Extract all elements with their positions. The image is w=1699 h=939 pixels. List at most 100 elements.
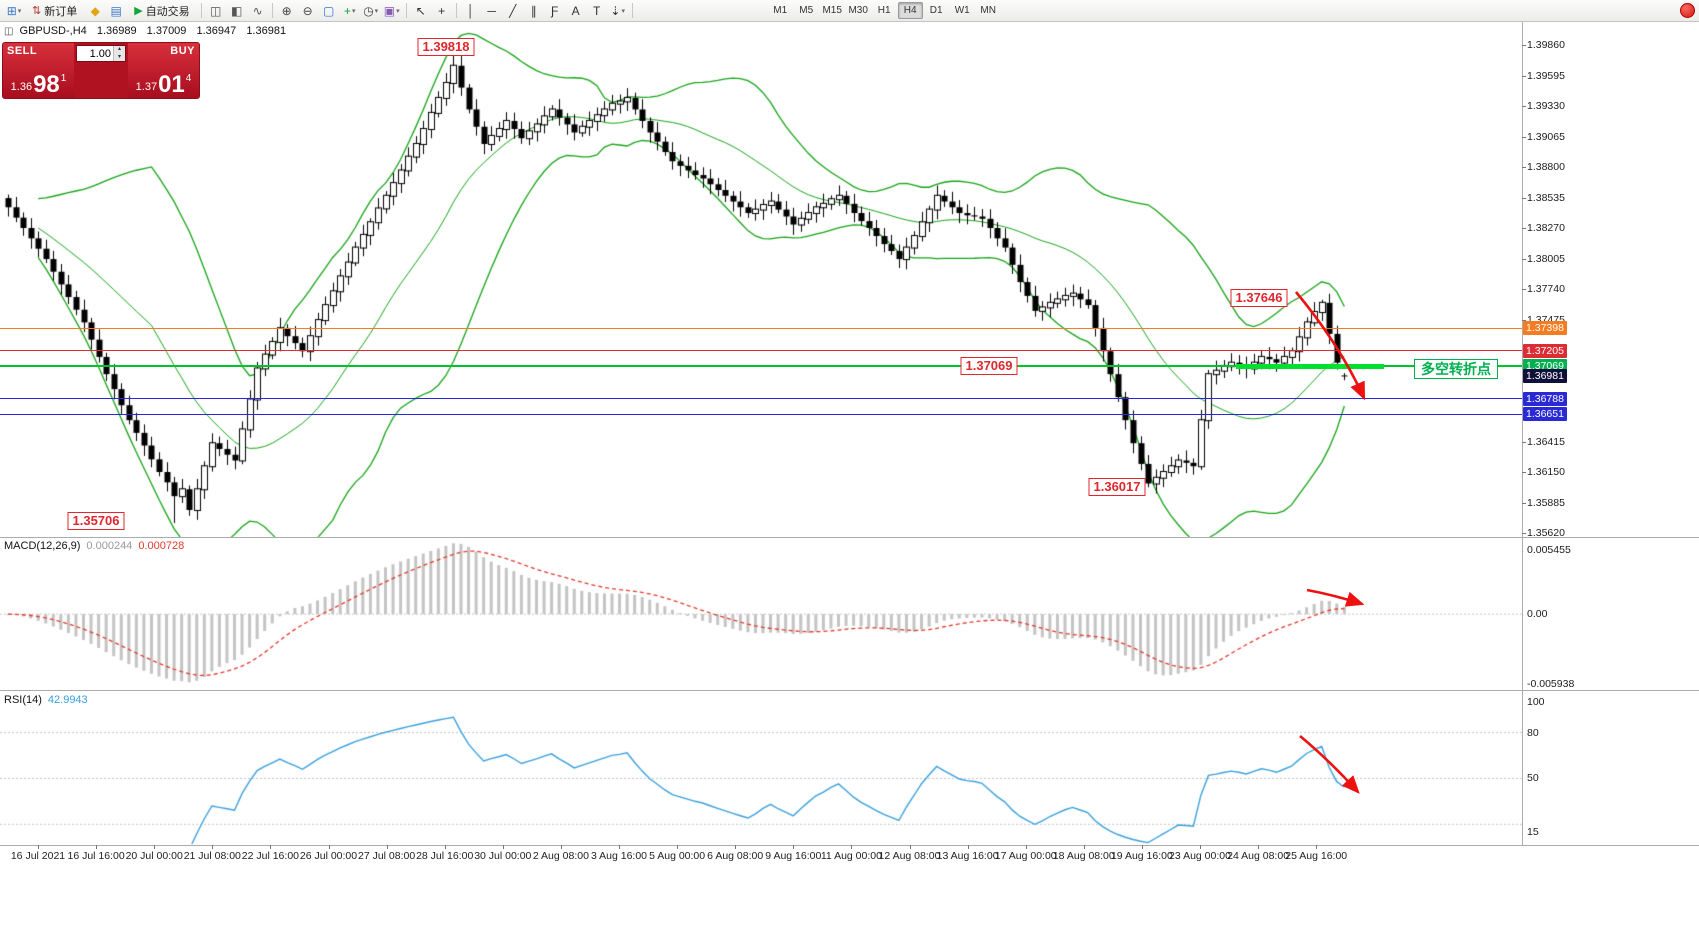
templates-icon[interactable]: ▣ ▾ xyxy=(383,3,400,18)
fibonacci-icon[interactable]: Ƒ xyxy=(551,3,559,18)
autotrading-button-label: 自动交易 xyxy=(145,5,190,18)
price-axis-label: 1.39860 xyxy=(1527,39,1565,51)
rsi-axis-label: 50 xyxy=(1527,772,1539,785)
timeframe-h1[interactable]: H1 xyxy=(877,5,891,16)
notification-icon[interactable] xyxy=(1680,3,1695,18)
chevron-down-icon: ▾ xyxy=(351,7,356,15)
time-axis-label: 11 Aug 00:00 xyxy=(820,850,882,862)
time-axis-label: 17 Aug 00:00 xyxy=(994,850,1057,862)
toolbar-separator xyxy=(631,3,633,18)
price-badge: 1.37205 xyxy=(1523,343,1567,358)
timeframe-mn[interactable]: MN xyxy=(980,5,996,16)
time-axis-label: 20 Jul 00:00 xyxy=(125,850,183,862)
price-axis-border xyxy=(1522,22,1523,845)
new-order-button[interactable]: ⇅ 新订单 xyxy=(25,2,84,20)
time-axis-label: 16 Jul 16:00 xyxy=(67,850,125,862)
chart-ohlc-header: ◫ GBPUSD-,H4 1.36989 1.37009 1.36947 1.3… xyxy=(4,25,286,37)
timeframe-w1[interactable]: W1 xyxy=(954,5,970,16)
crosshair-icon[interactable]: + xyxy=(438,3,446,18)
time-axis-label: 6 Aug 08:00 xyxy=(707,850,764,862)
chart-text-label[interactable]: 1.39818 xyxy=(417,38,475,56)
time-axis-label: 23 Aug 00:00 xyxy=(1169,850,1231,862)
pane-separator-macd-rsi[interactable] xyxy=(0,690,1699,691)
timeframe-m30[interactable]: M30 xyxy=(848,5,868,16)
volume-input[interactable] xyxy=(77,46,113,61)
periods-icon[interactable]: ◷ ▾ xyxy=(363,3,379,18)
trend-arrow[interactable] xyxy=(1306,588,1365,607)
price-badge: 1.37398 xyxy=(1523,321,1567,336)
chart-text-label[interactable]: 多空转折点 xyxy=(1414,359,1498,379)
trend-arrow[interactable] xyxy=(1299,734,1360,794)
time-axis-label: 2 Aug 08:00 xyxy=(532,850,589,862)
cursor-icon[interactable]: ↖ xyxy=(415,3,426,18)
time-axis-label: 22 Jul 16:00 xyxy=(241,850,299,862)
close-value: 1.36981 xyxy=(246,25,287,37)
new-chart-icon[interactable]: ⊞ ▾ xyxy=(6,3,22,18)
price-axis-label: 1.38535 xyxy=(1527,191,1565,204)
sell-button[interactable]: SELL 1.36 98 1 xyxy=(3,43,74,98)
chart-text-label[interactable]: 1.37646 xyxy=(1230,289,1288,307)
buy-button[interactable]: BUY 1.37 01 4 xyxy=(128,43,199,98)
volume-up-button[interactable]: ▴ xyxy=(113,46,125,54)
horizontal-line-1.37205[interactable] xyxy=(0,349,1522,352)
pane-separator-main-macd[interactable] xyxy=(0,537,1699,538)
volume-down-button[interactable]: ▾ xyxy=(113,53,125,61)
chart-window-icon: ◫ xyxy=(4,26,14,37)
new-order-button-label: 新订单 xyxy=(44,5,78,18)
thick-green-trendline[interactable] xyxy=(1236,363,1384,369)
high-value: 1.37009 xyxy=(146,25,187,37)
time-axis-label: 26 Jul 00:00 xyxy=(299,850,358,862)
horizontal-line-icon[interactable]: ─ xyxy=(487,3,496,18)
indicators-icon[interactable]: + ▾ xyxy=(343,3,356,18)
trend-arrow[interactable] xyxy=(1294,291,1366,401)
price-axis-label: 1.37740 xyxy=(1527,283,1565,295)
rsi-axis-label: 100 xyxy=(1527,696,1545,708)
horizontal-line-1.36788[interactable] xyxy=(0,397,1522,400)
chart-text-label[interactable]: 1.36017 xyxy=(1088,478,1146,496)
text-label-icon[interactable]: T xyxy=(593,3,601,18)
chevron-down-icon: ▾ xyxy=(621,7,625,15)
trendline-icon[interactable]: ╱ xyxy=(509,3,517,18)
macd-axis-label: 0.005455 xyxy=(1527,544,1571,556)
time-axis-label: 12 Aug 08:00 xyxy=(878,850,941,862)
channel-icon[interactable]: ∥ xyxy=(530,3,537,18)
price-axis-label: 1.39065 xyxy=(1527,130,1565,143)
price-axis-label: 1.38800 xyxy=(1527,161,1565,173)
text-icon[interactable]: A xyxy=(571,3,580,18)
horizontal-line-1.36651[interactable] xyxy=(0,413,1522,415)
vertical-line-icon[interactable]: │ xyxy=(466,3,475,18)
time-axis-label: 13 Aug 16:00 xyxy=(936,850,999,862)
toolbar-separator xyxy=(405,3,407,18)
price-axis-label: 1.36415 xyxy=(1527,435,1565,448)
low-value: 1.36947 xyxy=(196,25,237,37)
timeframe-d1[interactable]: D1 xyxy=(929,5,943,16)
horizontal-line-1.37069[interactable] xyxy=(0,365,1522,368)
chart-text-label[interactable]: 1.37069 xyxy=(960,357,1018,375)
time-axis-label: 3 Aug 16:00 xyxy=(590,850,648,862)
timeframe-h4[interactable]: H4 xyxy=(897,2,923,19)
toolbar-separator xyxy=(271,3,273,18)
macd-indicator-header: MACD(12,26,9) 0.000244 0.000728 xyxy=(4,540,185,552)
zoom-out-icon[interactable]: ⊖ xyxy=(302,3,313,18)
horizontal-line-1.37398[interactable] xyxy=(0,327,1522,330)
timeframe-m15[interactable]: M15 xyxy=(822,5,842,16)
macd-main-value: 0.000244 xyxy=(86,540,133,552)
autotrading-button[interactable]: ▶ 自动交易 xyxy=(127,2,196,20)
chart-text-label[interactable]: 1.35706 xyxy=(67,512,125,530)
chart-title: GBPUSD-,H4 xyxy=(19,25,87,37)
timeframe-m5[interactable]: M5 xyxy=(799,5,814,16)
bar-chart-type-icon[interactable]: ◫ xyxy=(210,3,222,18)
price-badge: 1.36981 xyxy=(1523,369,1567,384)
tile-windows-icon[interactable]: ▢ xyxy=(323,3,335,18)
line-chart-type-icon[interactable]: ∿ xyxy=(252,3,263,18)
timeframe-m1[interactable]: M1 xyxy=(773,5,788,16)
candlestick-chart-type-icon[interactable]: ◧ xyxy=(231,3,243,18)
arrows-tool-icon[interactable]: ⇣ ▾ xyxy=(610,3,625,18)
zoom-in-icon[interactable]: ⊕ xyxy=(281,3,292,18)
pane-separator-time-axis[interactable] xyxy=(0,845,1699,846)
market-watch-icon[interactable]: ▤ xyxy=(110,3,122,18)
price-axis-label: 1.38005 xyxy=(1527,252,1565,265)
metaeditor-icon[interactable]: ◆ xyxy=(90,3,100,18)
